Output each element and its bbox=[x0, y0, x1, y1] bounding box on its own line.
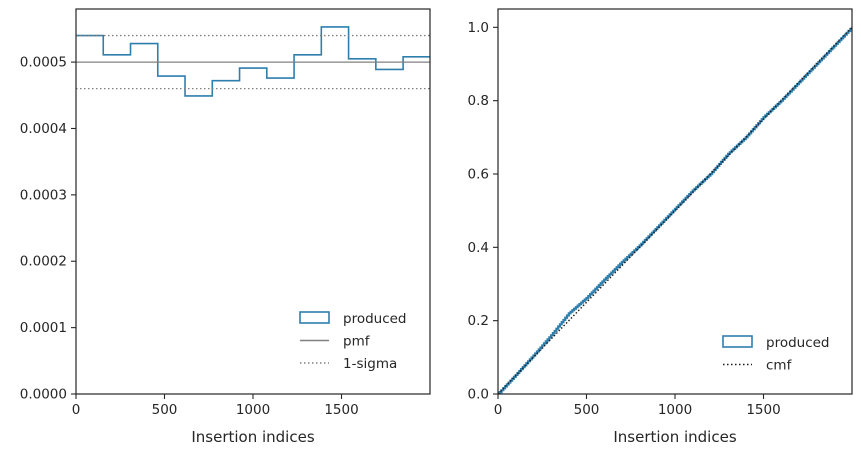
legend-label: 1-sigma bbox=[343, 356, 397, 372]
x-tick-label: 1000 bbox=[236, 402, 270, 418]
y-tick-label: 0.0005 bbox=[20, 55, 67, 71]
legend-label: cmf bbox=[766, 358, 793, 374]
x-tick-label: 500 bbox=[152, 402, 178, 418]
x-tick-label: 1500 bbox=[324, 402, 358, 418]
y-tick-label: 0.6 bbox=[468, 167, 489, 183]
produced-cumulative-line bbox=[498, 27, 852, 394]
y-tick-label: 0.0002 bbox=[20, 254, 67, 270]
left-panel: 0 500 1000 1500 0.0000 0.0001 0.0002 0.0003 0.00… bbox=[20, 8, 431, 446]
y-tick-label: 1.0 bbox=[468, 20, 489, 36]
cmf-line bbox=[498, 26, 852, 394]
x-tick-label: 1500 bbox=[746, 402, 780, 418]
legend-swatch-produced bbox=[722, 335, 753, 348]
y-tick-label: 0.0003 bbox=[20, 187, 67, 203]
y-tick-label: 0.0000 bbox=[20, 387, 67, 403]
plot-area bbox=[498, 26, 852, 394]
y-tick-label: 0.8 bbox=[468, 93, 489, 109]
right-panel: 0 500 1000 1500 0.0 0.2 0.4 0.6 0.8 1.0 Insertion … bbox=[468, 8, 853, 446]
x-axis-label: Insertion indices bbox=[613, 428, 736, 446]
x-tick-label: 0 bbox=[494, 402, 503, 418]
y-tick-label: 0.0 bbox=[468, 387, 489, 403]
y-tick-label: 0.0001 bbox=[20, 320, 67, 336]
legend-label: produced bbox=[766, 335, 830, 351]
y-tick-label: 0.4 bbox=[468, 240, 489, 256]
produced-histogram-line bbox=[76, 26, 430, 97]
x-tick-label: 0 bbox=[72, 402, 81, 418]
legend-label: produced bbox=[343, 311, 407, 327]
plot-area bbox=[76, 26, 430, 97]
y-tick-label: 0.0004 bbox=[20, 121, 67, 137]
y-tick-label: 0.2 bbox=[468, 313, 489, 329]
x-tick-label: 1000 bbox=[658, 402, 692, 418]
legend-label: pmf bbox=[343, 334, 371, 350]
axes-frame bbox=[75, 8, 431, 395]
x-axis-label: Insertion indices bbox=[191, 428, 314, 446]
legend: produced cmf bbox=[722, 335, 830, 374]
legend-swatch-produced bbox=[299, 311, 330, 324]
x-tick-label: 500 bbox=[574, 402, 600, 418]
legend: produced pmf 1-sigma bbox=[299, 311, 407, 372]
